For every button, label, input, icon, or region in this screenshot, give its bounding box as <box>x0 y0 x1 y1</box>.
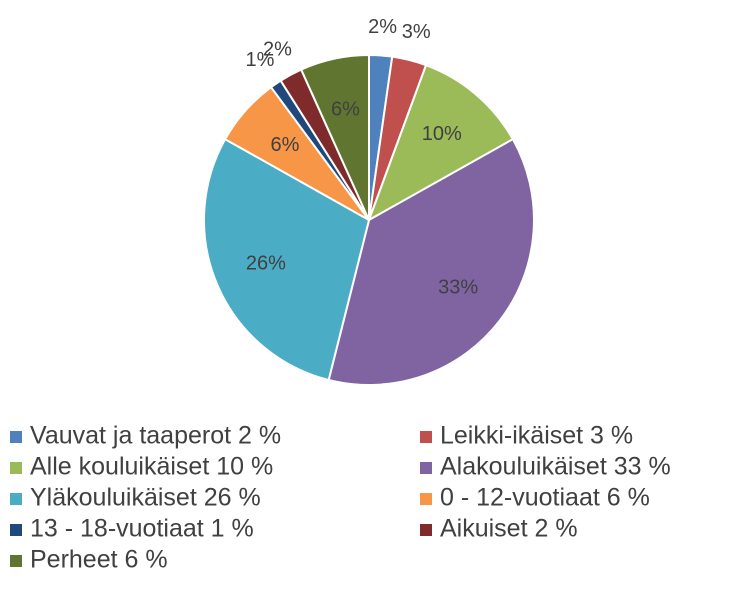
data-label: 1% <box>246 49 275 71</box>
legend-swatch <box>10 462 22 474</box>
legend-label: Yläkouluikäiset 26 % <box>30 484 261 512</box>
data-label: 33% <box>438 276 478 298</box>
legend-label: 0 - 12-vuotiaat 6 % <box>440 484 650 512</box>
legend-swatch <box>420 431 432 443</box>
data-label: 26% <box>246 253 286 275</box>
legend-swatch <box>10 431 22 443</box>
legend-label: 13 - 18-vuotiaat 1 % <box>30 515 254 543</box>
legend-swatch <box>10 524 22 536</box>
legend-label: Alle kouluikäiset 10 % <box>30 453 273 481</box>
legend-label: Aikuiset 2 % <box>440 515 578 543</box>
legend-label: Alakouluikäiset 33 % <box>440 453 671 481</box>
legend-swatch <box>420 462 432 474</box>
pie-slice <box>299 53 370 221</box>
pie-slice <box>203 137 371 382</box>
data-label: 3% <box>402 21 431 43</box>
data-label: 6% <box>331 99 360 121</box>
legend-swatch <box>420 524 432 536</box>
legend-label: Perheet 6 % <box>30 546 168 574</box>
data-label: 6% <box>270 134 299 156</box>
pie-slice <box>367 63 515 223</box>
pie-slice <box>327 137 535 386</box>
legend-swatch <box>10 555 22 567</box>
data-label: 2% <box>263 38 292 60</box>
legend-swatch <box>10 493 22 505</box>
legend-label: Vauvat ja taaperot 2 % <box>30 422 281 450</box>
legend-swatch <box>420 493 432 505</box>
data-label: 2% <box>368 16 397 38</box>
data-label: 10% <box>422 123 462 145</box>
legend-label: Leikki-ikäiset 3 % <box>440 422 633 450</box>
